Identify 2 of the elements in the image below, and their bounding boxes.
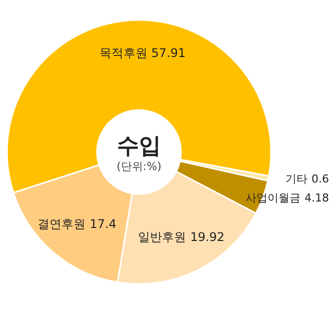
text: (단위:%) <box>116 160 162 173</box>
text: 수입 <box>117 134 161 159</box>
